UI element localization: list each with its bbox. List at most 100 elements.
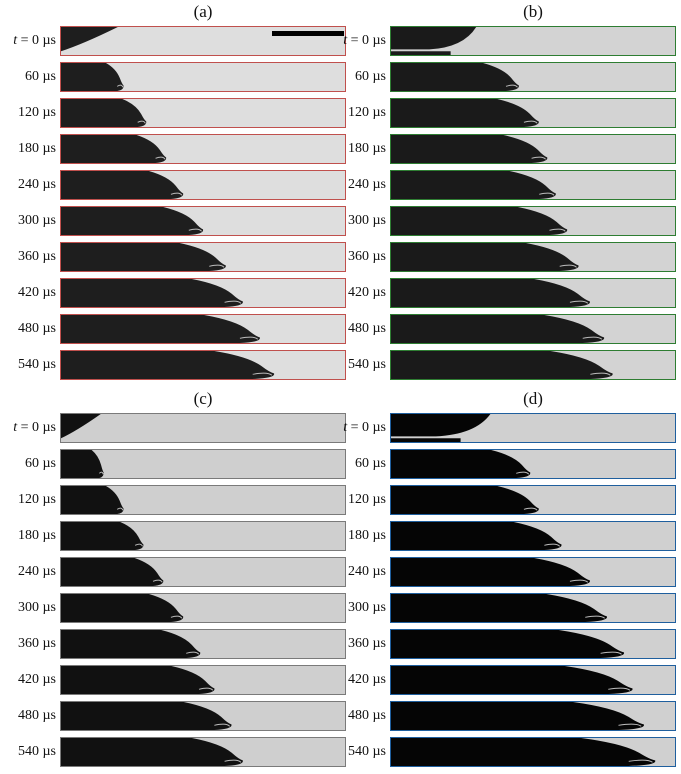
lamella-highlight	[98, 471, 104, 475]
time-label: 480 µs	[17, 708, 56, 723]
time-label: t = 0 µs	[13, 420, 56, 435]
lamella-highlight	[523, 507, 538, 511]
image-frame	[390, 350, 676, 380]
image-frame	[390, 314, 676, 344]
time-label: 360 µs	[17, 636, 56, 651]
lamella-highlight	[608, 687, 631, 691]
drop-silhouette	[61, 63, 124, 91]
time-label: 120 µs	[347, 492, 386, 507]
image-frame	[60, 206, 346, 236]
drop-silhouette	[61, 135, 167, 163]
drop-silhouette	[61, 27, 118, 52]
image-frame	[390, 62, 676, 92]
time-label: 540 µs	[347, 357, 386, 372]
drop-silhouette	[61, 315, 260, 343]
drop-image	[61, 630, 345, 658]
drop-image	[61, 207, 345, 235]
drop-image	[61, 702, 345, 730]
drop-silhouette	[391, 450, 531, 478]
lamella-highlight	[116, 84, 124, 88]
drop-silhouette	[391, 27, 477, 50]
drop-image	[61, 486, 345, 514]
time-label: 120 µs	[17, 492, 56, 507]
lamella-highlight	[116, 507, 124, 511]
drop-silhouette	[391, 414, 491, 437]
lamella-highlight	[569, 300, 589, 304]
lamella-highlight	[516, 471, 530, 475]
panel-a: (a) t = 0 µs 60 µs 120 µs 180 µs 240 µs 300 µs…	[0, 0, 346, 387]
drop-image	[61, 351, 345, 379]
drop-silhouette	[61, 522, 144, 550]
lamella-highlight	[155, 156, 166, 160]
panel-label: (c)	[193, 389, 213, 408]
drop-silhouette	[391, 243, 579, 271]
image-frame	[390, 98, 676, 128]
time-label: t = 0 µs	[343, 33, 386, 48]
panel-label: (b)	[523, 2, 543, 21]
time-label: 60 µs	[24, 456, 56, 471]
lamella-highlight	[618, 723, 642, 727]
image-frame	[390, 521, 676, 551]
image-frame	[60, 350, 346, 380]
lamella-highlight	[539, 192, 555, 196]
time-label: 540 µs	[347, 744, 386, 759]
lamella-highlight	[209, 264, 225, 268]
panel-d: (d) t = 0 µs 60 µs 120 µs 180 µs 240 µs 300 µs…	[330, 387, 676, 774]
time-label: 420 µs	[17, 672, 56, 687]
drop-silhouette	[391, 738, 656, 766]
drop-image	[391, 243, 675, 271]
drop-image	[61, 558, 345, 586]
drop-silhouette	[61, 702, 232, 730]
time-label: 420 µs	[347, 285, 386, 300]
drop-image	[61, 315, 345, 343]
time-label: 420 µs	[347, 672, 386, 687]
drop-image	[391, 63, 675, 91]
panel-c: (c) t = 0 µs 60 µs 120 µs 180 µs 240 µs 300 µs…	[0, 387, 346, 774]
scale-bar	[272, 31, 344, 36]
drop-silhouette	[61, 450, 104, 478]
image-frame	[390, 665, 676, 695]
lamella-highlight	[559, 264, 577, 268]
drop-silhouette	[391, 207, 568, 235]
drop-image	[391, 414, 675, 442]
drop-image	[391, 450, 675, 478]
image-frame	[390, 629, 676, 659]
lamella-highlight	[134, 543, 143, 547]
drop-silhouette	[61, 558, 164, 586]
time-label: 60 µs	[24, 69, 56, 84]
drop-image	[61, 135, 345, 163]
panel-label: (a)	[193, 2, 213, 21]
image-frame	[390, 485, 676, 515]
time-label: 480 µs	[17, 321, 56, 336]
drop-image	[391, 279, 675, 307]
drop-image	[391, 171, 675, 199]
drop-silhouette	[61, 594, 184, 622]
drop-silhouette	[61, 243, 226, 271]
drop-silhouette	[61, 630, 201, 658]
image-frame	[60, 593, 346, 623]
drop-silhouette	[391, 702, 644, 730]
time-label: 480 µs	[347, 321, 386, 336]
drop-base	[391, 51, 451, 55]
panel-label: (d)	[523, 389, 543, 408]
image-frame	[390, 26, 676, 56]
image-frame	[390, 278, 676, 308]
drop-silhouette	[61, 207, 204, 235]
drop-silhouette	[61, 666, 215, 694]
image-frame	[60, 701, 346, 731]
time-label: 120 µs	[347, 105, 386, 120]
image-frame	[60, 278, 346, 308]
drop-image	[61, 414, 345, 442]
image-frame	[60, 665, 346, 695]
time-label: 360 µs	[347, 636, 386, 651]
lamella-highlight	[137, 120, 146, 124]
time-label: 180 µs	[17, 141, 56, 156]
time-label: 300 µs	[347, 600, 386, 615]
lamella-highlight	[628, 759, 653, 763]
drop-silhouette	[391, 351, 613, 379]
drop-image	[391, 207, 675, 235]
drop-silhouette	[61, 99, 147, 127]
image-frame	[60, 134, 346, 164]
time-label: 60 µs	[354, 69, 386, 84]
drop-silhouette	[391, 630, 625, 658]
